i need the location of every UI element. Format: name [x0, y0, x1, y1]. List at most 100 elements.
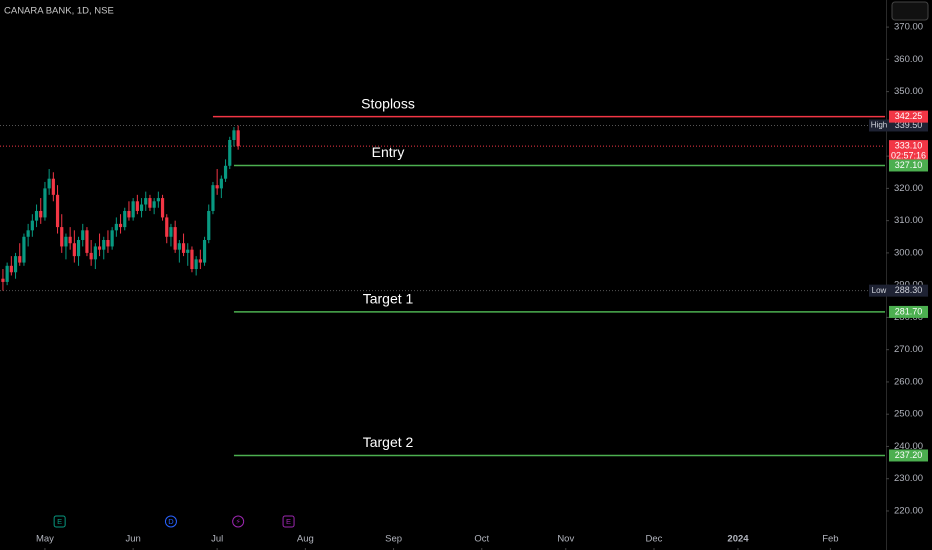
candle-body	[198, 259, 202, 263]
level-value: 237.20	[895, 450, 923, 460]
candle-body	[26, 230, 30, 237]
level-value-box	[889, 110, 928, 123]
settings-button[interactable]	[891, 1, 929, 21]
candle-body	[22, 236, 26, 263]
extreme-value-box	[889, 284, 928, 297]
candle-body	[207, 210, 211, 240]
candle-body	[215, 185, 219, 189]
level-value: 281.70	[895, 306, 923, 316]
last-price-value: 333.10	[895, 141, 923, 151]
candle-body	[223, 165, 228, 179]
y-tick-label: 320.00	[894, 183, 923, 194]
extreme-name: Low	[872, 286, 887, 295]
last-price-box	[889, 140, 928, 163]
candle-body	[106, 240, 110, 247]
event-icon	[282, 515, 295, 528]
candle-body	[211, 185, 215, 211]
candle-body	[236, 130, 240, 147]
y-tick-label: 300.00	[894, 247, 923, 258]
candle-body	[202, 240, 207, 263]
candle-body	[165, 217, 169, 237]
level-value-box	[889, 159, 928, 172]
candle-body	[81, 230, 85, 240]
candle-body	[169, 227, 173, 237]
x-tick-label: Sep	[385, 534, 402, 545]
candle-body	[186, 249, 190, 253]
candle-body	[127, 210, 131, 218]
x-tick-label: Jul	[211, 534, 223, 545]
event-label: E	[286, 517, 291, 526]
candle-body	[72, 243, 76, 257]
candle-body	[181, 243, 186, 253]
candle-body	[194, 259, 198, 270]
candle-body	[89, 252, 93, 260]
candle-body	[118, 223, 123, 228]
candle-body	[228, 140, 232, 166]
candle-body	[152, 201, 156, 208]
y-tick-label: 250.00	[894, 409, 923, 420]
candle-body	[5, 265, 9, 282]
candle-body	[173, 227, 177, 250]
candle-body	[64, 236, 68, 247]
x-tick-label: Dec	[646, 534, 663, 545]
y-tick-label: 240.00	[894, 441, 923, 452]
event-label: D	[168, 517, 174, 526]
chart-title: CANARA BANK, 1D, NSE	[4, 6, 114, 17]
event-label: ⚡	[236, 517, 241, 526]
candle-body	[102, 240, 106, 250]
candle-body	[131, 201, 135, 218]
event-icon	[164, 515, 177, 528]
level-value: 327.10	[895, 160, 923, 170]
candle-body	[148, 198, 152, 208]
event-icon	[53, 515, 66, 528]
level-value-box	[889, 305, 928, 318]
level-name: Target 2	[363, 434, 414, 450]
candle-body	[110, 230, 114, 247]
candle-body	[144, 198, 148, 205]
candle-body	[18, 256, 22, 263]
candle-body	[13, 256, 18, 273]
candle-body	[123, 210, 127, 228]
countdown: 02:57:16	[891, 151, 926, 161]
y-tick-label: 370.00	[894, 22, 923, 33]
y-tick-label: 260.00	[894, 376, 923, 387]
x-tick-label: Feb	[822, 534, 838, 545]
candle-body	[97, 246, 102, 250]
candle-body	[47, 178, 51, 189]
level-value: 342.25	[895, 111, 923, 121]
event-icon	[232, 515, 245, 528]
level-name: Target 1	[363, 291, 414, 307]
candle-body	[1, 278, 5, 282]
y-tick-label: 360.00	[894, 54, 923, 65]
y-tick-label: 220.00	[894, 505, 923, 516]
candle-body	[135, 201, 139, 211]
candle-body	[60, 227, 64, 247]
candle-body	[30, 220, 34, 231]
extreme-value: 288.30	[895, 285, 923, 295]
candle-body	[139, 204, 144, 211]
extreme-value: 339.50	[895, 120, 923, 130]
x-tick-label: Nov	[557, 534, 574, 545]
x-tick-label: May	[36, 534, 54, 545]
candle-body	[43, 188, 47, 218]
x-tick-label: 2024	[727, 534, 749, 545]
y-tick-label: 310.00	[894, 215, 923, 226]
y-tick-label: 230.00	[894, 473, 923, 484]
x-tick-label: Aug	[297, 534, 314, 545]
candle-body	[51, 178, 55, 195]
candle-body	[177, 243, 181, 250]
candle-body	[219, 178, 223, 189]
extreme-name-box	[869, 284, 889, 297]
candle-body	[9, 265, 13, 273]
candle-body	[68, 236, 72, 244]
extreme-name: High	[871, 121, 887, 130]
candle-body	[156, 198, 160, 202]
candle-body	[55, 194, 60, 228]
level-name: Stoploss	[361, 95, 415, 111]
candle-body	[85, 230, 89, 253]
x-tick-label: Oct	[474, 534, 489, 545]
candle-body	[93, 246, 97, 260]
candle-body	[76, 240, 81, 257]
level-value-box	[889, 449, 928, 462]
